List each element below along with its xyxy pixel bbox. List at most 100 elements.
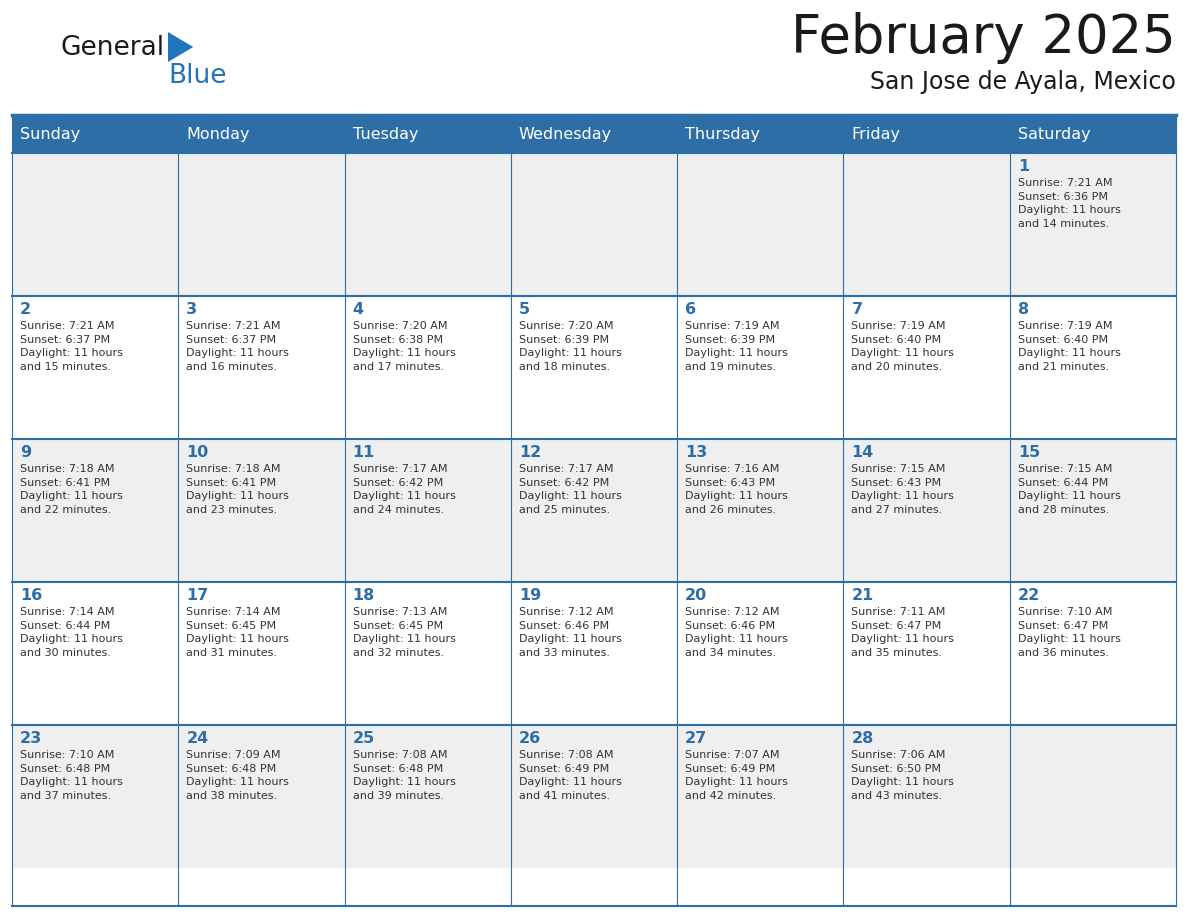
Text: 21: 21 (852, 588, 873, 603)
Text: 23: 23 (20, 731, 43, 746)
Text: Thursday: Thursday (685, 127, 760, 141)
Bar (843, 115, 1010, 153)
Text: 7: 7 (852, 302, 862, 317)
Text: 17: 17 (187, 588, 209, 603)
Text: Sunrise: 7:14 AM
Sunset: 6:45 PM
Daylight: 11 hours
and 31 minutes.: Sunrise: 7:14 AM Sunset: 6:45 PM Dayligh… (187, 607, 289, 658)
Text: 16: 16 (20, 588, 43, 603)
Bar (843, 725, 1010, 868)
Text: Sunrise: 7:17 AM
Sunset: 6:42 PM
Daylight: 11 hours
and 24 minutes.: Sunrise: 7:17 AM Sunset: 6:42 PM Dayligh… (353, 464, 455, 515)
Text: Sunrise: 7:21 AM
Sunset: 6:37 PM
Daylight: 11 hours
and 15 minutes.: Sunrise: 7:21 AM Sunset: 6:37 PM Dayligh… (20, 321, 122, 372)
Bar (345, 582, 511, 725)
Text: Sunrise: 7:18 AM
Sunset: 6:41 PM
Daylight: 11 hours
and 22 minutes.: Sunrise: 7:18 AM Sunset: 6:41 PM Dayligh… (20, 464, 122, 515)
Bar (1010, 296, 1176, 439)
Text: San Jose de Ayala, Mexico: San Jose de Ayala, Mexico (870, 70, 1176, 94)
Text: 25: 25 (353, 731, 375, 746)
Text: 19: 19 (519, 588, 541, 603)
Text: Sunrise: 7:21 AM
Sunset: 6:36 PM
Daylight: 11 hours
and 14 minutes.: Sunrise: 7:21 AM Sunset: 6:36 PM Dayligh… (1018, 178, 1120, 229)
Text: Sunrise: 7:20 AM
Sunset: 6:39 PM
Daylight: 11 hours
and 18 minutes.: Sunrise: 7:20 AM Sunset: 6:39 PM Dayligh… (519, 321, 621, 372)
Text: 18: 18 (353, 588, 375, 603)
Text: 12: 12 (519, 445, 541, 460)
Text: Wednesday: Wednesday (519, 127, 612, 141)
Bar (12, 439, 178, 582)
Text: 20: 20 (685, 588, 707, 603)
Text: Sunrise: 7:08 AM
Sunset: 6:48 PM
Daylight: 11 hours
and 39 minutes.: Sunrise: 7:08 AM Sunset: 6:48 PM Dayligh… (353, 750, 455, 800)
Text: Sunrise: 7:15 AM
Sunset: 6:43 PM
Daylight: 11 hours
and 27 minutes.: Sunrise: 7:15 AM Sunset: 6:43 PM Dayligh… (852, 464, 954, 515)
Text: Sunrise: 7:10 AM
Sunset: 6:48 PM
Daylight: 11 hours
and 37 minutes.: Sunrise: 7:10 AM Sunset: 6:48 PM Dayligh… (20, 750, 122, 800)
Text: 26: 26 (519, 731, 541, 746)
Bar (677, 582, 843, 725)
Text: Sunrise: 7:11 AM
Sunset: 6:47 PM
Daylight: 11 hours
and 35 minutes.: Sunrise: 7:11 AM Sunset: 6:47 PM Dayligh… (852, 607, 954, 658)
Text: Friday: Friday (852, 127, 901, 141)
Text: Tuesday: Tuesday (353, 127, 418, 141)
Polygon shape (168, 32, 194, 62)
Text: Sunrise: 7:17 AM
Sunset: 6:42 PM
Daylight: 11 hours
and 25 minutes.: Sunrise: 7:17 AM Sunset: 6:42 PM Dayligh… (519, 464, 621, 515)
Bar (12, 115, 178, 153)
Bar (178, 296, 345, 439)
Bar (1010, 725, 1176, 868)
Text: 3: 3 (187, 302, 197, 317)
Bar (12, 153, 178, 296)
Text: Sunrise: 7:21 AM
Sunset: 6:37 PM
Daylight: 11 hours
and 16 minutes.: Sunrise: 7:21 AM Sunset: 6:37 PM Dayligh… (187, 321, 289, 372)
Text: Sunrise: 7:19 AM
Sunset: 6:40 PM
Daylight: 11 hours
and 21 minutes.: Sunrise: 7:19 AM Sunset: 6:40 PM Dayligh… (1018, 321, 1120, 372)
Text: Sunday: Sunday (20, 127, 81, 141)
Text: Sunrise: 7:18 AM
Sunset: 6:41 PM
Daylight: 11 hours
and 23 minutes.: Sunrise: 7:18 AM Sunset: 6:41 PM Dayligh… (187, 464, 289, 515)
Text: 1: 1 (1018, 159, 1029, 174)
Bar (511, 582, 677, 725)
Bar (1010, 582, 1176, 725)
Bar (843, 296, 1010, 439)
Bar (345, 115, 511, 153)
Text: Sunrise: 7:08 AM
Sunset: 6:49 PM
Daylight: 11 hours
and 41 minutes.: Sunrise: 7:08 AM Sunset: 6:49 PM Dayligh… (519, 750, 621, 800)
Text: Sunrise: 7:13 AM
Sunset: 6:45 PM
Daylight: 11 hours
and 32 minutes.: Sunrise: 7:13 AM Sunset: 6:45 PM Dayligh… (353, 607, 455, 658)
Text: Sunrise: 7:19 AM
Sunset: 6:39 PM
Daylight: 11 hours
and 19 minutes.: Sunrise: 7:19 AM Sunset: 6:39 PM Dayligh… (685, 321, 788, 372)
Text: Sunrise: 7:16 AM
Sunset: 6:43 PM
Daylight: 11 hours
and 26 minutes.: Sunrise: 7:16 AM Sunset: 6:43 PM Dayligh… (685, 464, 788, 515)
Bar (178, 582, 345, 725)
Text: 10: 10 (187, 445, 209, 460)
Text: 11: 11 (353, 445, 375, 460)
Text: Blue: Blue (168, 63, 227, 89)
Bar (178, 153, 345, 296)
Bar (843, 439, 1010, 582)
Text: Sunrise: 7:20 AM
Sunset: 6:38 PM
Daylight: 11 hours
and 17 minutes.: Sunrise: 7:20 AM Sunset: 6:38 PM Dayligh… (353, 321, 455, 372)
Bar (12, 725, 178, 868)
Text: 14: 14 (852, 445, 873, 460)
Bar (178, 439, 345, 582)
Text: 28: 28 (852, 731, 873, 746)
Text: Sunrise: 7:06 AM
Sunset: 6:50 PM
Daylight: 11 hours
and 43 minutes.: Sunrise: 7:06 AM Sunset: 6:50 PM Dayligh… (852, 750, 954, 800)
Text: 22: 22 (1018, 588, 1040, 603)
Text: Sunrise: 7:14 AM
Sunset: 6:44 PM
Daylight: 11 hours
and 30 minutes.: Sunrise: 7:14 AM Sunset: 6:44 PM Dayligh… (20, 607, 122, 658)
Bar (677, 115, 843, 153)
Text: 15: 15 (1018, 445, 1040, 460)
Bar (511, 296, 677, 439)
Text: Saturday: Saturday (1018, 127, 1091, 141)
Text: 8: 8 (1018, 302, 1029, 317)
Bar (12, 296, 178, 439)
Bar (677, 725, 843, 868)
Text: 27: 27 (685, 731, 707, 746)
Bar (843, 582, 1010, 725)
Bar (178, 115, 345, 153)
Bar (677, 439, 843, 582)
Text: 4: 4 (353, 302, 364, 317)
Bar (1010, 153, 1176, 296)
Text: 9: 9 (20, 445, 31, 460)
Bar (345, 153, 511, 296)
Text: 24: 24 (187, 731, 209, 746)
Text: 5: 5 (519, 302, 530, 317)
Text: Monday: Monday (187, 127, 249, 141)
Text: General: General (61, 35, 164, 61)
Bar (843, 153, 1010, 296)
Bar (511, 725, 677, 868)
Text: Sunrise: 7:10 AM
Sunset: 6:47 PM
Daylight: 11 hours
and 36 minutes.: Sunrise: 7:10 AM Sunset: 6:47 PM Dayligh… (1018, 607, 1120, 658)
Text: Sunrise: 7:12 AM
Sunset: 6:46 PM
Daylight: 11 hours
and 34 minutes.: Sunrise: 7:12 AM Sunset: 6:46 PM Dayligh… (685, 607, 788, 658)
Text: Sunrise: 7:12 AM
Sunset: 6:46 PM
Daylight: 11 hours
and 33 minutes.: Sunrise: 7:12 AM Sunset: 6:46 PM Dayligh… (519, 607, 621, 658)
Bar (12, 582, 178, 725)
Bar (511, 439, 677, 582)
Text: 2: 2 (20, 302, 31, 317)
Text: Sunrise: 7:09 AM
Sunset: 6:48 PM
Daylight: 11 hours
and 38 minutes.: Sunrise: 7:09 AM Sunset: 6:48 PM Dayligh… (187, 750, 289, 800)
Bar (677, 153, 843, 296)
Bar (1010, 439, 1176, 582)
Bar (345, 296, 511, 439)
Text: 13: 13 (685, 445, 707, 460)
Text: Sunrise: 7:19 AM
Sunset: 6:40 PM
Daylight: 11 hours
and 20 minutes.: Sunrise: 7:19 AM Sunset: 6:40 PM Dayligh… (852, 321, 954, 372)
Bar (511, 153, 677, 296)
